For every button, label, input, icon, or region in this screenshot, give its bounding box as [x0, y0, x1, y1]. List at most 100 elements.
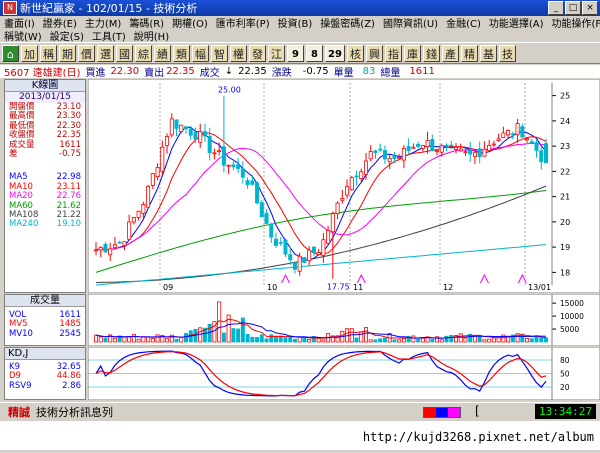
toolbar-button[interactable]: 綜: [135, 44, 152, 62]
volume-bar: [392, 339, 397, 343]
candle-body: [198, 131, 203, 143]
volume-bar: [112, 337, 117, 343]
field-label: MV5: [9, 319, 28, 330]
volume-chart[interactable]: 15000 10000 5000: [88, 294, 600, 346]
volume-bar: [449, 334, 454, 343]
volume-bar: [108, 334, 113, 343]
field-row: MA60 21.62: [5, 201, 85, 211]
candle-body: [453, 146, 458, 150]
field-value: 22.35: [56, 130, 81, 141]
toolbar-button[interactable]: 錢: [423, 44, 440, 62]
menu2-item[interactable]: 設定(S): [49, 32, 84, 43]
menu2-item[interactable]: 稱號(W): [4, 32, 42, 43]
candle-body: [155, 167, 160, 178]
toolbar-button[interactable]: 9: [287, 44, 304, 62]
home-icon[interactable]: ⌂: [2, 44, 19, 62]
toolbar-button[interactable]: 權: [230, 44, 247, 62]
menu1-item[interactable]: 匯市利率(P): [215, 19, 270, 30]
toolbar-button[interactable]: 產: [442, 44, 459, 62]
stock-name: 5607 遠雄建(日): [4, 68, 81, 79]
candle-body: [292, 262, 297, 270]
menu1-item[interactable]: 期權(O): [172, 19, 208, 30]
menu2-item[interactable]: 工具(T): [91, 32, 126, 43]
menu1-item[interactable]: 操盤密碼(Z): [320, 19, 375, 30]
chart-background: [88, 79, 600, 293]
menu1-item[interactable]: 畫面(I): [4, 19, 35, 30]
maximize-button[interactable]: □: [565, 1, 581, 15]
volume-bar: [335, 335, 340, 343]
field-label: 成交量: [9, 139, 35, 150]
menu1-item[interactable]: 主力(M): [84, 19, 122, 30]
field-label: MA240: [9, 219, 39, 230]
field-label: MA5: [9, 172, 28, 183]
candle-body: [160, 146, 165, 172]
toolbar-button[interactable]: 基: [480, 44, 497, 62]
candle-body: [136, 210, 141, 218]
field-value: 23.10: [56, 102, 81, 112]
toolbar-button[interactable]: 稱: [40, 44, 57, 62]
kd-chart[interactable]: 80 50 20: [88, 347, 600, 400]
toolbar-button[interactable]: 指: [385, 44, 402, 62]
toolbar-button[interactable]: 幅: [192, 44, 209, 62]
toolbar-button[interactable]: 類: [173, 44, 190, 62]
toolbar-button[interactable]: 智: [211, 44, 228, 62]
close-button[interactable]: ×: [582, 1, 598, 15]
menu1-item[interactable]: 籌碼(R): [129, 19, 165, 30]
menu1-item[interactable]: 證券(E): [42, 19, 77, 30]
volume-bar: [226, 314, 231, 343]
field-row: MA240 19.10: [5, 219, 85, 230]
ma240-line: [95, 244, 547, 286]
toolbar-button[interactable]: 庫: [404, 44, 421, 62]
toolbar-button[interactable]: 加: [21, 44, 38, 62]
field-row: 最高價 23.30: [5, 111, 85, 122]
toolbar-button[interactable]: 29: [325, 44, 345, 62]
low-annotation: 17.75: [327, 283, 350, 292]
field-row: MA10 23.11: [5, 182, 85, 192]
menu1-item[interactable]: 投資(B): [277, 19, 313, 30]
toolbar-button[interactable]: 期: [59, 44, 76, 62]
toolbar-button[interactable]: 價: [78, 44, 95, 62]
field-row: MV5 1485: [5, 319, 85, 330]
menu1-item[interactable]: 功能選擇(A): [488, 19, 544, 30]
y-tick-label: 24: [560, 117, 570, 126]
volume-bar: [529, 338, 534, 343]
menu1-item[interactable]: 功能操作(F): [551, 19, 600, 30]
candle-body: [392, 156, 397, 159]
candle-body: [112, 244, 117, 249]
menu2-item[interactable]: 說明(H): [133, 32, 170, 43]
toolbar-button[interactable]: 發: [249, 44, 266, 62]
candle-body: [397, 156, 402, 159]
candle-body: [529, 141, 534, 143]
toolbar-button[interactable]: 技: [499, 44, 516, 62]
menu1-item[interactable]: 金融(C): [446, 19, 481, 30]
field-value: 44.86: [56, 371, 81, 382]
candle-body: [482, 148, 487, 157]
toolbar-button[interactable]: 8: [306, 44, 323, 62]
field-value: 23.30: [56, 111, 81, 122]
candle-body: [359, 171, 364, 180]
brand-label: 精誠: [8, 405, 30, 419]
field-value: -0.75: [59, 148, 81, 159]
toolbar-button[interactable]: 核: [347, 44, 364, 62]
field-row: MA20 22.76: [5, 191, 85, 201]
toolbar-button[interactable]: 績: [154, 44, 171, 62]
toolbar-button[interactable]: 江: [268, 44, 285, 62]
candle-body: [506, 129, 511, 136]
candle-body: [269, 223, 274, 238]
toolbar-button[interactable]: 興: [366, 44, 383, 62]
toolbar-button[interactable]: 國: [116, 44, 133, 62]
candle-body: [188, 128, 193, 136]
menu1-item[interactable]: 國際資訊(U): [382, 19, 439, 30]
kline-date: 2013/01/15: [5, 92, 85, 103]
candlestick-chart[interactable]: 09 10 11 12 13/01 25 24 23 22 21 20 19 18 25.00 17.75: [88, 79, 600, 293]
candle-body: [444, 144, 449, 147]
toolbar-button[interactable]: 選: [97, 44, 114, 62]
toolbar-button[interactable]: 精: [461, 44, 478, 62]
minimize-button[interactable]: _: [548, 1, 564, 15]
status-bracket: [: [475, 404, 480, 418]
volume-bar: [397, 339, 402, 343]
field-row: MV10 2545: [5, 329, 85, 339]
candle-body: [477, 148, 482, 158]
candle-body: [231, 164, 236, 168]
x-tick-label: 10: [267, 283, 277, 292]
